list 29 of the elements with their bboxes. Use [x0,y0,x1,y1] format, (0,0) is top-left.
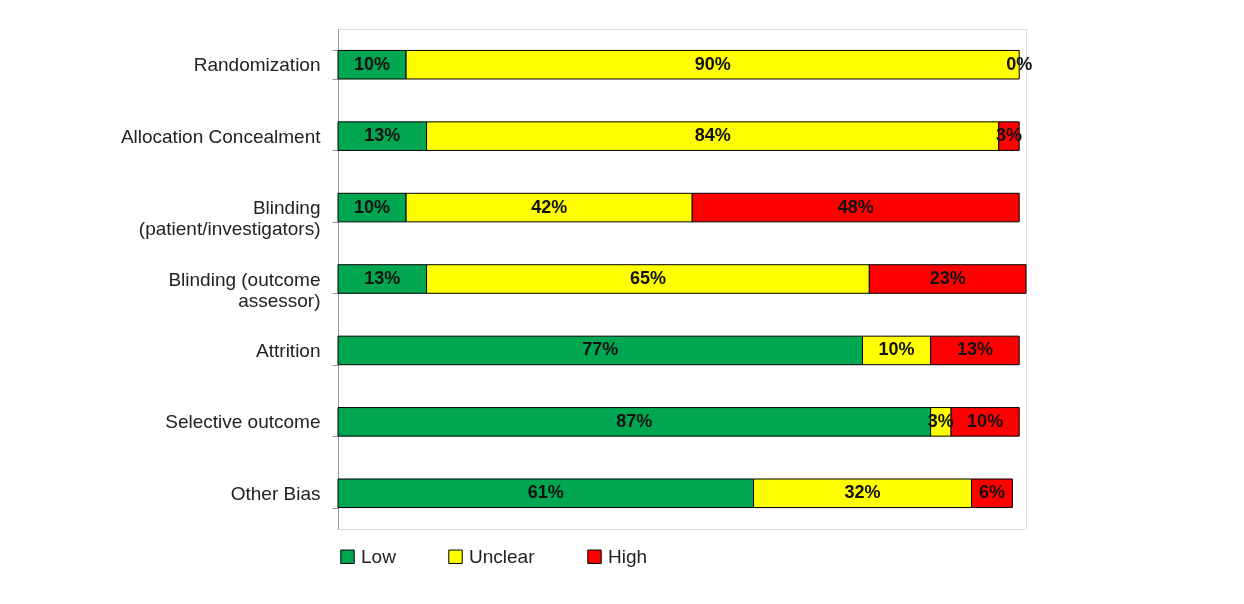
legend-label: Unclear [469,545,536,567]
y-tick-label: Selective outcome [165,411,321,433]
data-label: 90% [694,53,731,74]
data-label: 6% [978,482,1005,503]
data-label: 42% [531,196,568,217]
data-label: 77% [582,339,619,360]
y-tick-label: Blinding (patient/investigators) [138,197,321,240]
data-label: 10% [354,53,391,74]
data-label: 23% [929,268,966,288]
data-label: 10% [967,410,1004,431]
data-label: 87% [616,410,653,431]
data-label: 84% [694,125,731,146]
data-label: 13% [364,268,401,288]
data-label: 65% [629,268,666,288]
y-tick-label: Attrition [256,339,321,361]
legend-label: Low [361,545,397,567]
data-label: 48% [837,196,874,217]
y-tick-label: Blinding (outcome assessor) [168,268,321,311]
data-label: 61% [527,482,564,503]
data-label: 0% [1006,53,1033,74]
legend-label: High [608,545,648,567]
y-tick-label: Randomization [193,54,321,76]
y-tick-label: Other Bias [230,482,321,504]
y-tick-label: Allocation Concealment [120,125,322,147]
data-label: 13% [364,125,401,146]
data-label: 10% [354,196,391,217]
data-label: 32% [844,482,881,503]
data-label: 10% [878,339,915,360]
data-label: 13% [956,339,993,360]
